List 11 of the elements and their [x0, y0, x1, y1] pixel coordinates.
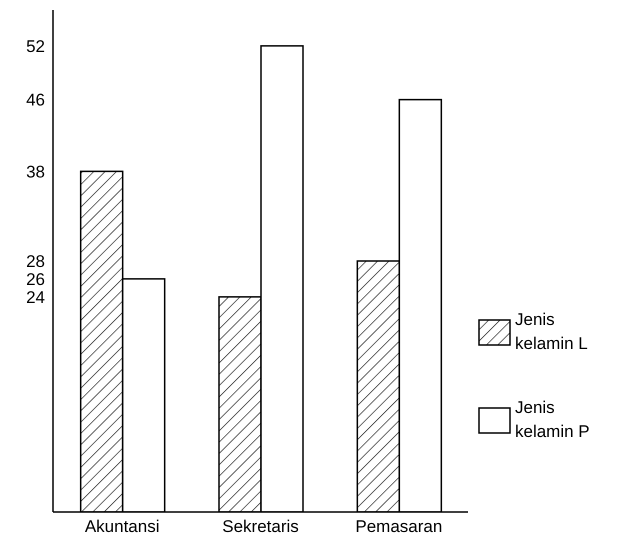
y-tick-label: 38	[26, 162, 45, 182]
legend-label: Jenis kelamin P	[515, 397, 591, 443]
y-tick-label: 28	[26, 252, 45, 272]
y-tick-label: 26	[26, 270, 45, 289]
y-tick-label: 52	[26, 36, 45, 56]
y-tick-label: 46	[26, 90, 45, 110]
x-tick-label: Akuntansi	[84, 517, 160, 536]
x-tick-label: Sekretaris	[222, 517, 299, 536]
y-tick-label: 24	[26, 288, 45, 307]
legend-label: Jenis kelamin L	[515, 309, 589, 355]
x-tick-label: Pemasaran	[355, 517, 442, 536]
